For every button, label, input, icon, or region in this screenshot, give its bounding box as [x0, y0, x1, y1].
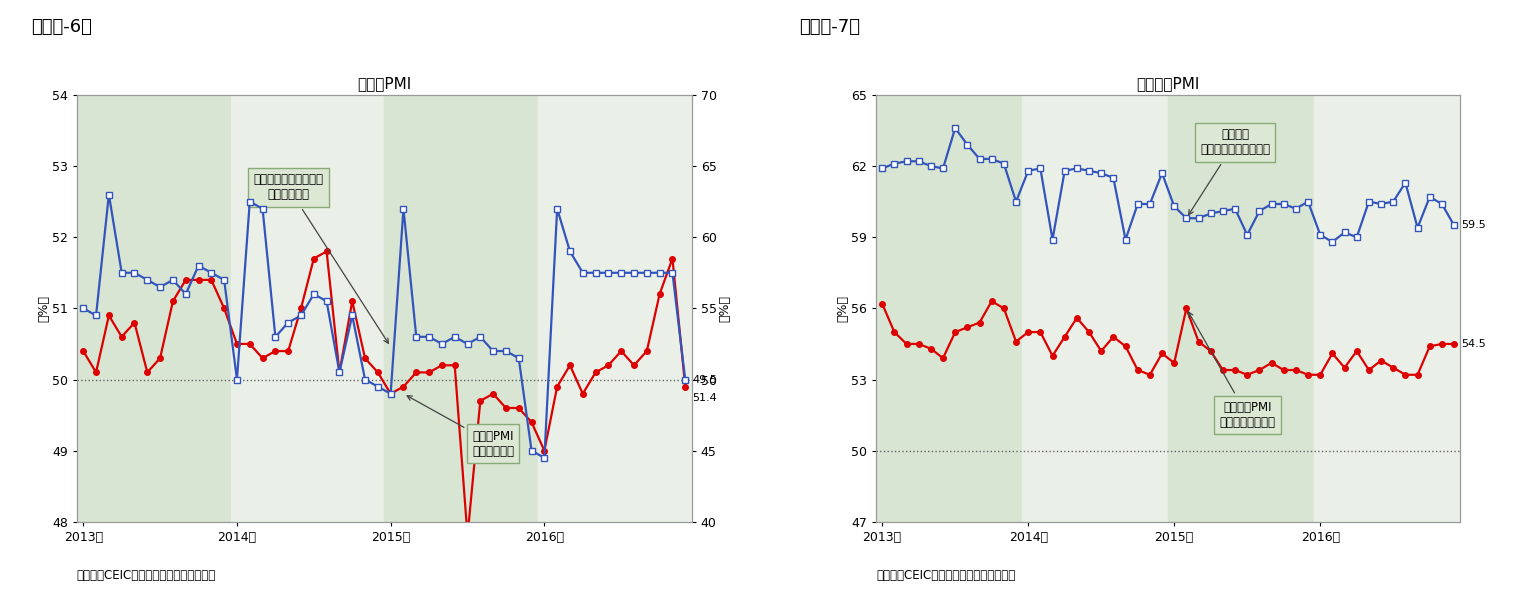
Text: 49.5: 49.5 — [692, 375, 718, 384]
Text: 54.5: 54.5 — [1462, 339, 1486, 349]
Text: 生産経営活動予想指数
（右目盛り）: 生産経営活動予想指数 （右目盛り） — [254, 173, 389, 343]
Y-axis label: （%）: （%） — [836, 295, 850, 322]
Text: 非製造業PMI
（商務活動指数）: 非製造業PMI （商務活動指数） — [1188, 312, 1276, 429]
Text: （図表-6）: （図表-6） — [31, 18, 92, 36]
Title: 製造業PMI: 製造業PMI — [357, 76, 412, 91]
Bar — [538, 95, 692, 522]
Y-axis label: （%）: （%） — [718, 295, 732, 322]
Bar — [1022, 95, 1168, 522]
Text: 51.4: 51.4 — [692, 393, 716, 403]
Title: 非製造業PMI: 非製造業PMI — [1136, 76, 1200, 91]
Text: （資料）CEIC（出所は中国国家統計局）: （資料）CEIC（出所は中国国家統計局） — [77, 569, 217, 582]
Text: （図表-7）: （図表-7） — [799, 18, 861, 36]
Bar — [876, 95, 1022, 522]
Bar — [1314, 95, 1460, 522]
Text: 製造業PMI
（左目盛り）: 製造業PMI （左目盛り） — [407, 396, 513, 458]
Text: 非製造業
（商務活動予想指数）: 非製造業 （商務活動予想指数） — [1188, 128, 1270, 215]
Bar — [384, 95, 538, 522]
Text: （資料）CEIC（出所は中国国家統計局）: （資料）CEIC（出所は中国国家統計局） — [876, 569, 1016, 582]
Bar — [1168, 95, 1314, 522]
Y-axis label: （%）: （%） — [37, 295, 51, 322]
Bar — [77, 95, 231, 522]
Bar — [231, 95, 384, 522]
Text: 59.5: 59.5 — [1462, 221, 1486, 230]
